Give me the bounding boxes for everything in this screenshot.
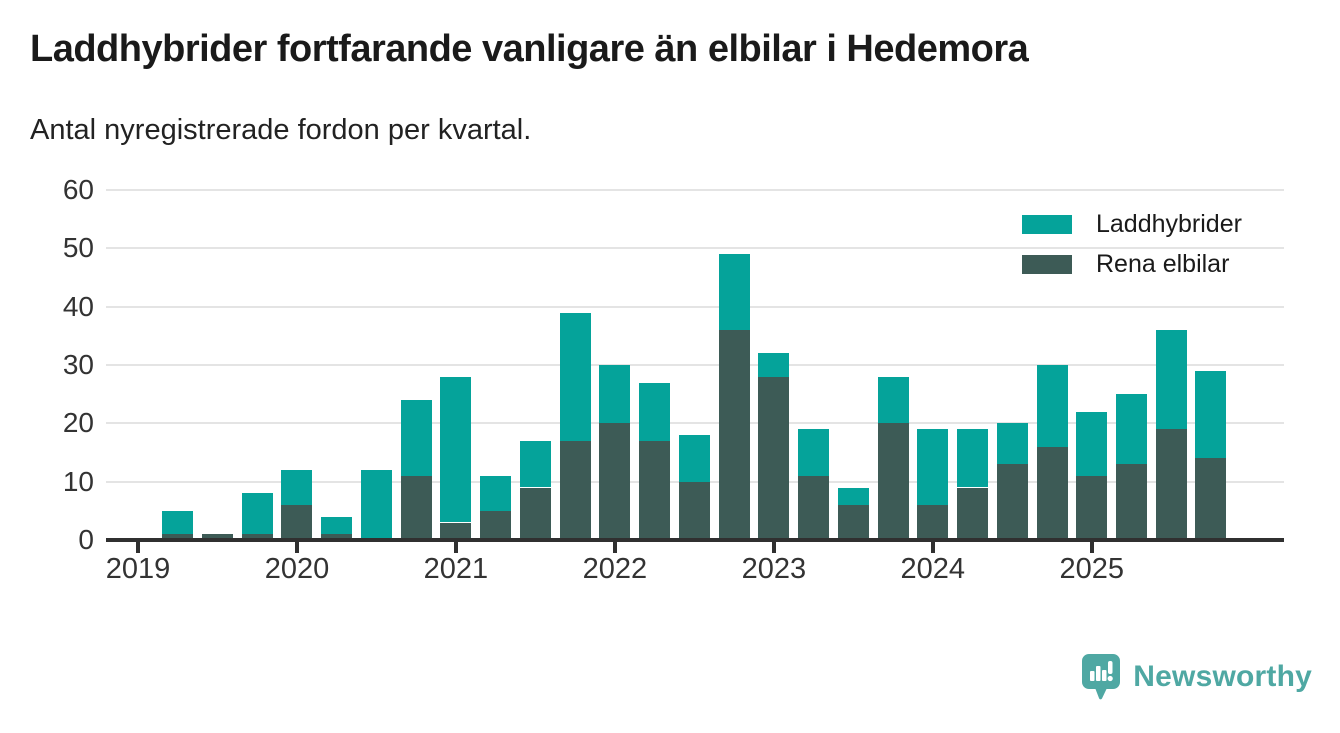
x-axis-tick (136, 542, 140, 553)
newsworthy-logo: Newsworthy (1082, 654, 1312, 700)
bar-segment-rena-elbilar (758, 376, 790, 540)
bar-segment-rena-elbilar (639, 440, 671, 540)
gridline-y20 (106, 422, 1284, 425)
legend-swatch-laddhybrider (1022, 215, 1072, 234)
x-axis-tick-label: 2025 (1059, 553, 1124, 585)
bar-segment-laddhybrider (798, 429, 830, 476)
bar-segment-laddhybrider (718, 254, 750, 330)
y-axis-tick-label: 40 (62, 290, 94, 322)
x-axis-tick-label: 2020 (264, 553, 330, 585)
bar-segment-rena-elbilar (559, 440, 591, 540)
y-axis-tick-label: 60 (62, 174, 94, 205)
bar-segment-laddhybrider (758, 353, 790, 377)
bar-segment-rena-elbilar (678, 481, 710, 540)
newsworthy-logo-text: Newsworthy (1133, 660, 1312, 693)
bar-segment-rena-elbilar (718, 330, 750, 540)
gridline-y30 (106, 364, 1284, 366)
bar-segment-laddhybrider (837, 487, 869, 505)
x-axis-tick-label: 2019 (105, 553, 171, 585)
bar-segment-rena-elbilar (917, 505, 949, 540)
bar-segment-laddhybrider (1155, 330, 1187, 430)
bar-segment-laddhybrider (400, 400, 432, 476)
legend-item-laddhybrider: Laddhybrider (1022, 208, 1242, 241)
bar-segment-laddhybrider (917, 429, 949, 505)
x-axis-tick (453, 542, 458, 553)
bar-segment-rena-elbilar (400, 475, 432, 540)
bar-segment-laddhybrider (877, 376, 909, 424)
y-axis-tick-label: 50 (62, 232, 94, 264)
bar-segment-rena-elbilar (996, 464, 1028, 540)
bar-segment-laddhybrider (1195, 370, 1227, 459)
bar-segment-laddhybrider (241, 493, 273, 535)
bar-segment-rena-elbilar (957, 487, 989, 540)
y-axis-tick-label: 10 (62, 465, 94, 497)
bar-segment-laddhybrider (957, 429, 989, 488)
y-axis-tick-label: 0 (78, 524, 94, 555)
newsworthy-logo-icon (1082, 654, 1121, 700)
gridline-y50 (106, 247, 1284, 250)
bar-segment-rena-elbilar (201, 534, 233, 540)
legend-label-laddhybrider: Laddhybrider (1096, 210, 1242, 238)
legend: Laddhybrider Rena elbilar (1022, 208, 1242, 281)
bar-segment-rena-elbilar (480, 510, 512, 540)
bar-segment-laddhybrider (1076, 411, 1108, 476)
bar-segment-rena-elbilar (281, 505, 313, 540)
legend-label-rena-elbilar: Rena elbilar (1096, 250, 1230, 278)
bar-segment-rena-elbilar (1036, 446, 1068, 540)
x-axis-tick (930, 542, 935, 553)
bar-segment-laddhybrider (639, 382, 671, 441)
x-axis-tick-label: 2024 (900, 553, 966, 585)
x-axis-tick (294, 542, 299, 553)
bar-segment-rena-elbilar (599, 423, 631, 540)
x-axis-line (106, 538, 1284, 542)
bar-segment-laddhybrider (519, 440, 551, 488)
x-axis-tick-label: 2022 (582, 553, 648, 585)
legend-swatch-rena-elbilar (1022, 255, 1072, 274)
bar-segment-laddhybrider (440, 376, 472, 523)
bar-segment-rena-elbilar (1195, 458, 1227, 540)
bar-segment-rena-elbilar (1076, 475, 1108, 540)
x-axis-tick (771, 542, 776, 553)
bar-segment-rena-elbilar (519, 487, 551, 540)
bar-segment-laddhybrider (321, 516, 353, 535)
x-axis-tick (1089, 542, 1094, 553)
bar-segment-laddhybrider (678, 435, 710, 482)
bar-segment-rena-elbilar (877, 423, 909, 540)
bar-segment-laddhybrider (599, 365, 631, 424)
chart-title: Laddhybrider fortfarande vanligare än el… (30, 28, 1029, 70)
bar-segment-rena-elbilar (162, 534, 194, 540)
x-axis-tick-label: 2023 (741, 553, 807, 585)
bar-segment-rena-elbilar (1116, 464, 1147, 540)
bar-segment-rena-elbilar (321, 534, 353, 540)
y-axis-tick-label: 20 (62, 407, 94, 439)
bar-segment-rena-elbilar (440, 522, 472, 540)
bar-segment-laddhybrider (480, 475, 512, 511)
bar-segment-laddhybrider (360, 470, 392, 540)
bar-segment-laddhybrider (1116, 394, 1147, 465)
gridline-y60 (106, 189, 1284, 191)
bar-segment-rena-elbilar (837, 505, 869, 540)
bar-segment-laddhybrider (162, 510, 194, 535)
bar-segment-rena-elbilar (241, 534, 273, 540)
bar-segment-rena-elbilar (1155, 429, 1187, 540)
bar-segment-rena-elbilar (798, 475, 830, 540)
bar-segment-laddhybrider (281, 470, 313, 505)
bar-segment-laddhybrider (1036, 365, 1068, 447)
gridline-y40 (106, 305, 1284, 308)
bar-segment-laddhybrider (996, 423, 1028, 465)
x-axis-tick (612, 542, 617, 553)
chart-subtitle: Antal nyregistrerade fordon per kvartal. (30, 114, 532, 146)
legend-item-rena-elbilar: Rena elbilar (1022, 248, 1242, 281)
bar-segment-laddhybrider (559, 312, 591, 441)
x-axis-tick-label: 2021 (423, 553, 489, 585)
y-axis-tick-label: 30 (62, 349, 94, 380)
